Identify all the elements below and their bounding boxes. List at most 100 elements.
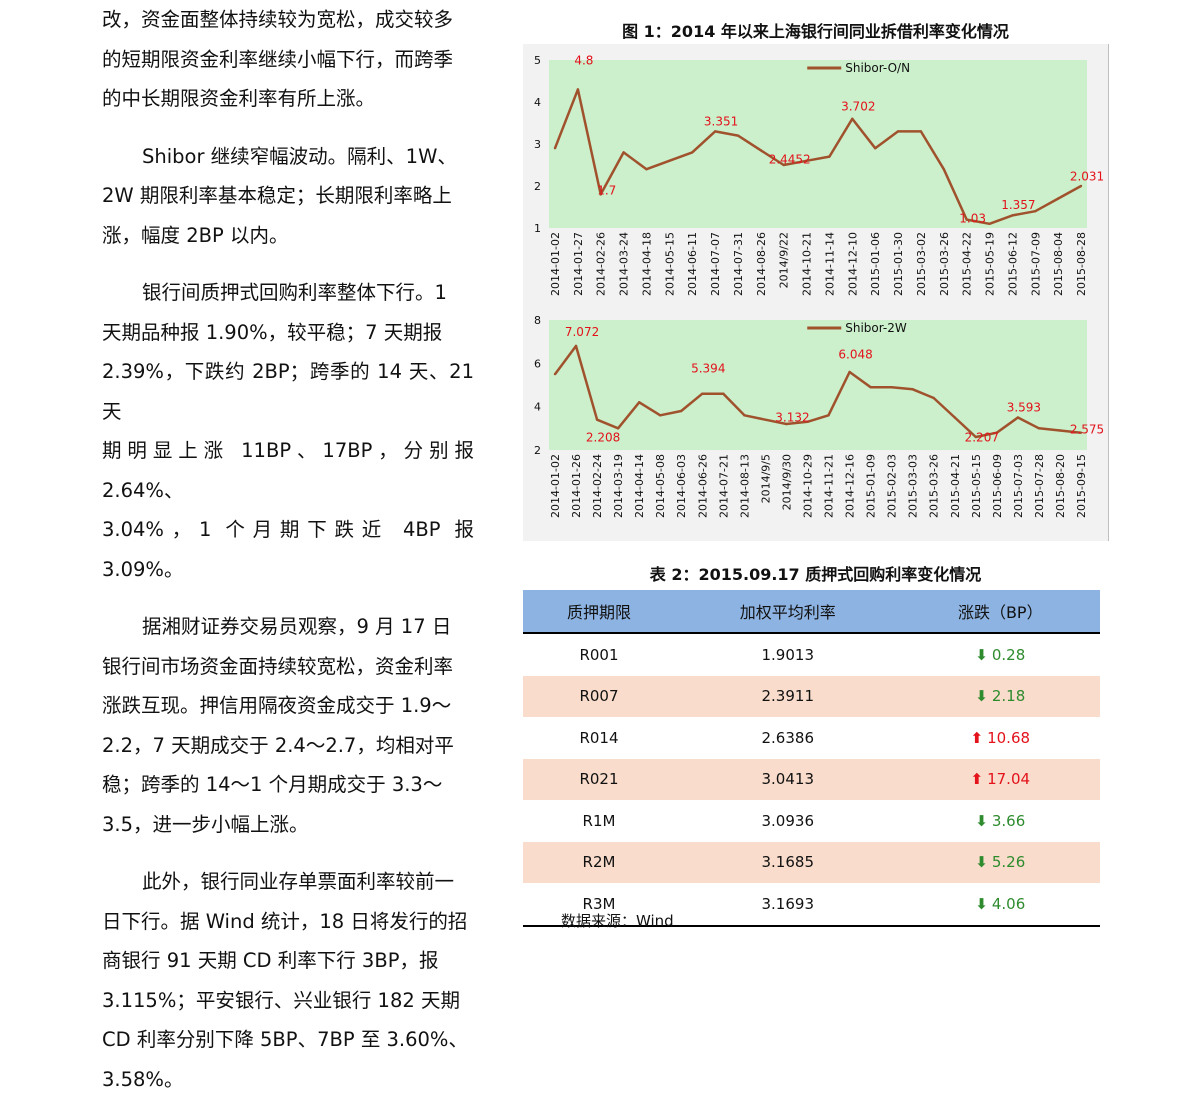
cell-rate: 2.3911	[675, 676, 901, 718]
table-header-row: 质押期限 加权平均利率 涨跌（BP）	[523, 590, 1100, 633]
x-tick-label: 2014-03-19	[612, 454, 625, 518]
data-point	[911, 388, 913, 390]
data-point	[869, 386, 871, 388]
data-label: 3.351	[704, 114, 738, 128]
cell-rate: 3.1685	[675, 842, 901, 884]
data-label: 2.031	[1070, 170, 1104, 184]
cell-rate: 2.6386	[675, 717, 901, 759]
x-tick-label: 2015-07-28	[1033, 454, 1046, 518]
x-tick-label: 2014-08-26	[755, 232, 768, 296]
data-point	[1059, 429, 1061, 431]
header-rate: 加权平均利率	[675, 590, 901, 633]
data-label: 3.593	[1007, 400, 1041, 414]
x-tick-label: 2014/9/22	[778, 232, 791, 288]
cell-term: R001	[523, 633, 675, 676]
data-label: 4.8	[574, 53, 593, 67]
data-label: 7.072	[565, 325, 599, 339]
text-line: 2.2，7 天期成交于 2.4～2.7，均相对平	[102, 726, 474, 766]
change-value: 5.26	[992, 853, 1025, 871]
data-point	[1057, 197, 1059, 199]
x-tick-label: 2014-07-07	[709, 232, 722, 296]
x-tick-label: 2014-01-27	[572, 232, 585, 296]
x-tick-label: 2015-01-09	[865, 454, 878, 518]
data-point	[622, 151, 624, 153]
text-line: 3.58%。	[102, 1060, 474, 1099]
x-tick-label: 2014-06-26	[696, 454, 709, 518]
data-point	[596, 418, 598, 420]
data-point	[828, 155, 830, 157]
cell-change: ⬇2.18	[901, 676, 1100, 718]
text-line: 涨，幅度 2BP 以内。	[102, 216, 474, 256]
x-tick-label: 2014-04-14	[633, 454, 646, 518]
text-line: 商银行 91 天期 CD 利率下行 3BP，报	[102, 941, 474, 981]
text-line: 银行间质押式回购利率整体下行。1	[102, 273, 474, 313]
data-label: 2.208	[586, 430, 620, 444]
y-tick-label: 4	[534, 96, 541, 109]
arrow-down-icon: ⬇	[975, 853, 988, 871]
cell-term: R007	[523, 676, 675, 718]
cell-change: ⬆10.68	[901, 717, 1100, 759]
x-tick-label: 2015-05-19	[984, 232, 997, 296]
x-tick-label: 2014-01-02	[549, 232, 562, 296]
data-point	[933, 397, 935, 399]
text-line: 改，资金面整体持续较为宽松，成交较多	[102, 0, 474, 40]
data-point	[701, 392, 703, 394]
data-point	[1038, 427, 1040, 429]
x-tick-label: 2014-06-03	[675, 454, 688, 518]
x-tick-label: 2014-12-10	[846, 232, 859, 296]
data-label: 1.7	[597, 184, 616, 198]
data-point	[920, 130, 922, 132]
data-point	[988, 223, 990, 225]
y-tick-label: 2	[534, 444, 541, 457]
data-point	[575, 345, 577, 347]
y-tick-label: 5	[534, 54, 541, 67]
x-tick-label: 2015-02-03	[886, 454, 899, 518]
data-point	[943, 168, 945, 170]
x-tick-label: 2014-02-24	[591, 454, 604, 518]
text-line: 2W 期限利率基本稳定；长期限利率略上	[102, 176, 474, 216]
x-tick-label: 2015-05-15	[970, 454, 983, 518]
text-line: 此外，银行同业存单票面利率较前一	[102, 862, 474, 902]
change-value: 10.68	[987, 729, 1030, 747]
arrow-down-icon: ⬇	[975, 687, 988, 705]
text-line: 3.04%，1 个月期下跌近 4BP 报 3.09%。	[102, 510, 474, 589]
x-tick-label: 2015-01-06	[869, 232, 882, 296]
x-tick-label: 2014-08-13	[738, 454, 751, 518]
data-point	[617, 427, 619, 429]
cell-change: ⬆17.04	[901, 759, 1100, 801]
paragraph-2: Shibor 继续窄幅波动。隔利、1W、2W 期限利率基本稳定；长期限利率略上涨…	[102, 137, 474, 256]
data-label: 3.702	[841, 100, 875, 114]
data-point	[743, 414, 745, 416]
text-line: 的短期限资金利率继续小幅下行，而跨季	[102, 40, 474, 80]
data-point	[1080, 185, 1082, 187]
arrow-up-icon: ⬆	[971, 770, 984, 788]
x-tick-label: 2015-03-26	[928, 454, 941, 518]
x-tick-label: 2014-04-18	[640, 232, 653, 296]
x-tick-label: 2014-01-26	[570, 454, 583, 518]
x-tick-label: 2014-01-02	[549, 454, 562, 518]
x-tick-label: 2015-08-04	[1052, 232, 1065, 296]
y-tick-label: 6	[534, 357, 541, 370]
article-text: 改，资金面整体持续较为宽松，成交较多的短期限资金利率继续小幅下行，而跨季的中长期…	[102, 0, 474, 1099]
x-tick-label: 2015-06-12	[1006, 232, 1019, 296]
x-tick-label: 2014-10-21	[801, 232, 814, 296]
change-value: 17.04	[987, 770, 1030, 788]
arrow-down-icon: ⬇	[975, 646, 988, 664]
data-label: 2.4452	[769, 152, 811, 166]
x-tick-label: 2015-06-09	[991, 454, 1004, 518]
x-tick-label: 2015-03-02	[915, 232, 928, 296]
data-label: 1.03	[959, 212, 986, 226]
data-point	[680, 410, 682, 412]
y-tick-label: 8	[534, 314, 541, 327]
change-value: 0.28	[992, 646, 1025, 664]
x-tick-label: 2015-08-20	[1054, 454, 1067, 518]
data-point	[638, 401, 640, 403]
text-line: 期明显上涨 11BP、17BP，分别报 2.64%、	[102, 431, 474, 510]
x-tick-label: 2014-11-21	[823, 454, 836, 518]
change-value: 3.66	[992, 812, 1025, 830]
text-line: 银行间市场资金面持续较宽松，资金利率	[102, 647, 474, 687]
